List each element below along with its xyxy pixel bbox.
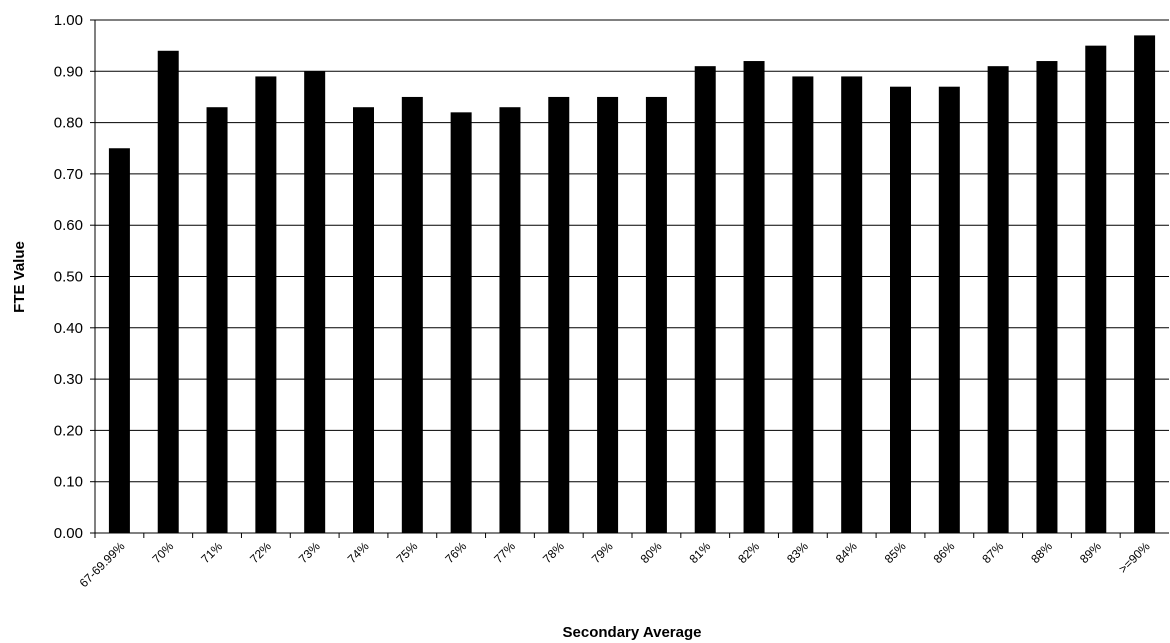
- x-tick-label: 74%: [345, 539, 372, 566]
- bar: [792, 76, 814, 534]
- x-tick-label: 77%: [491, 539, 518, 566]
- x-tick-label: 86%: [931, 539, 958, 566]
- x-tick-label: >=90%: [1116, 539, 1153, 576]
- bars: [108, 35, 1156, 534]
- bar: [255, 76, 277, 534]
- x-tick-label: 72%: [247, 539, 274, 566]
- x-tick-label: 75%: [394, 539, 421, 566]
- x-axis-title: Secondary Average: [563, 624, 702, 641]
- bar: [645, 96, 667, 533]
- x-tick-label: 81%: [686, 539, 713, 566]
- bar: [938, 86, 960, 533]
- x-tick-label: 83%: [784, 539, 811, 566]
- bar: [890, 86, 911, 533]
- y-tick-label: 0.10: [54, 474, 83, 491]
- x-tick-label: 78%: [540, 539, 567, 566]
- bar: [694, 66, 716, 534]
- bar: [499, 107, 521, 534]
- x-tick-label: 89%: [1077, 539, 1104, 566]
- y-tick-label: 0.30: [54, 371, 83, 388]
- x-tick-label: 87%: [979, 539, 1006, 566]
- bar: [108, 148, 130, 533]
- y-tick-label: 0.70: [54, 166, 83, 183]
- x-tick-label: 67-69.99%: [77, 539, 128, 590]
- x-tick-label: 82%: [735, 539, 762, 566]
- bar: [401, 96, 423, 533]
- bar: [450, 112, 472, 533]
- y-tick-label: 0.50: [54, 269, 83, 286]
- bar: [548, 96, 570, 533]
- bar: [206, 107, 228, 534]
- x-tick-label: 79%: [589, 539, 616, 566]
- y-tick-label: 0.40: [54, 320, 83, 337]
- x-tick-label: 84%: [833, 539, 860, 566]
- bar: [743, 61, 765, 533]
- x-tick-label: 71%: [198, 539, 225, 566]
- x-tick-label: 76%: [442, 539, 469, 566]
- x-tick-label: 70%: [149, 539, 176, 566]
- y-tick-labels: 0.00 0.10 0.20 0.30 0.40 0.50 0.60 0.70 0.80 0.90…: [54, 12, 95, 542]
- x-tick-label: 88%: [1028, 539, 1055, 566]
- y-tick-label: 0.20: [54, 422, 83, 439]
- x-tick-label: 80%: [638, 539, 665, 566]
- bar: [304, 71, 326, 534]
- bar: [1134, 35, 1156, 533]
- bar: [353, 107, 374, 534]
- y-tick-label: 0.80: [54, 115, 83, 132]
- y-tick-label: 1.00: [54, 12, 83, 29]
- y-axis-title: FTE Value: [11, 241, 28, 313]
- bar: [1085, 45, 1107, 534]
- y-tick-label: 0.00: [54, 525, 83, 542]
- y-tick-label: 0.90: [54, 63, 83, 80]
- bar: [987, 66, 1009, 534]
- y-tick-label: 0.60: [54, 217, 83, 234]
- bar: [597, 96, 619, 533]
- x-tick-label: 73%: [296, 539, 323, 566]
- bar: [1036, 61, 1058, 533]
- x-tick-label: 85%: [882, 539, 909, 566]
- bar: [841, 76, 863, 534]
- bar: [157, 50, 179, 533]
- x-tick-labels: 67-69.99% 70% 71% 72% 73% 74% 75% 76% 77% 78% 79% 8…: [77, 533, 1153, 590]
